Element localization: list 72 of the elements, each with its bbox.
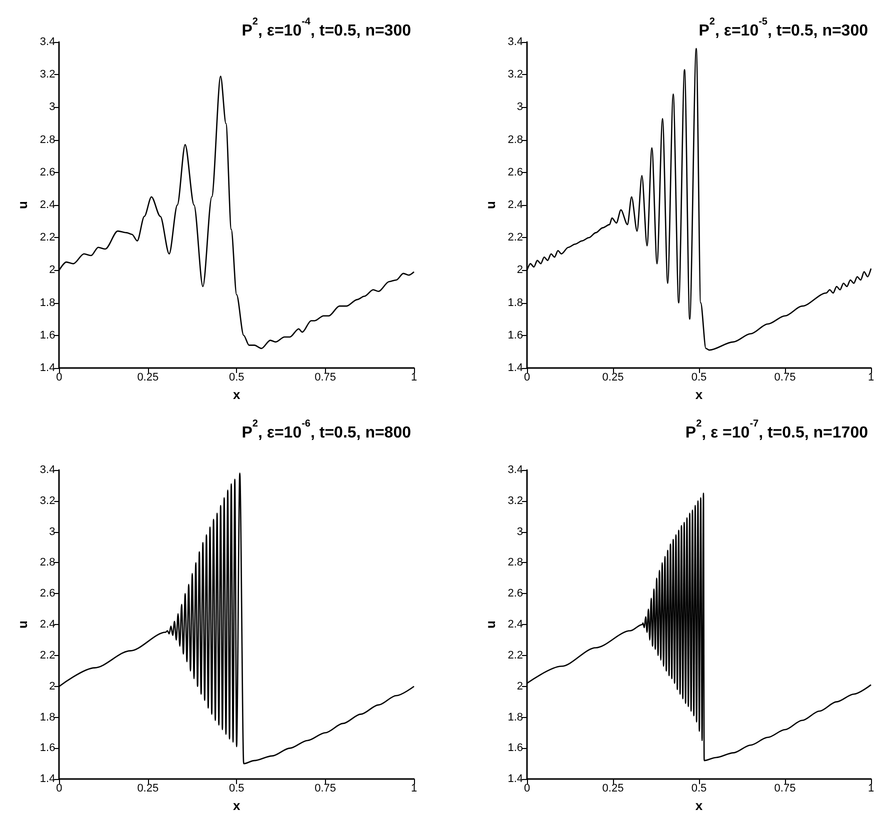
y-tick-label: 1.6	[508, 742, 523, 754]
x-tick-label: 0.25	[137, 372, 159, 384]
x-tick-label: 0.75	[314, 372, 336, 384]
x-tick-label: 0.5	[228, 782, 244, 795]
y-tick-label: 2.2	[40, 649, 56, 662]
y-tick-label: 3.4	[40, 464, 56, 476]
y-axis-title: u	[482, 620, 498, 629]
y-tick-label: 1.6	[508, 329, 523, 342]
x-tick-label: 0.75	[314, 782, 336, 795]
y-tick-label: 3.4	[508, 36, 523, 48]
y-tick-label: 2.8	[508, 556, 523, 569]
y-tick-label: 1.8	[40, 296, 56, 309]
y-tick-label: 2.4	[508, 618, 523, 631]
y-tick-label: 2.4	[40, 618, 56, 631]
y-tick-label: 3	[516, 526, 523, 538]
x-axis-title: x	[232, 798, 241, 813]
y-tick-label: 2.8	[508, 134, 523, 146]
x-tick-label: 0	[56, 782, 62, 795]
y-tick-label: 1.4	[508, 773, 523, 786]
y-tick-label: 2.6	[40, 166, 56, 178]
x-tick-label: 0.75	[774, 782, 796, 795]
x-tick-label: 0.5	[228, 372, 244, 384]
y-tick-label: 2.2	[40, 232, 56, 244]
x-tick-label: 0.5	[691, 782, 707, 795]
x-tick-label: 0	[524, 372, 530, 384]
x-tick-label: 1	[868, 372, 874, 384]
y-axis-title: u	[15, 200, 30, 209]
y-tick-label: 2.2	[508, 649, 523, 662]
y-tick-label: 1.8	[508, 711, 523, 724]
x-axis-title: x	[695, 386, 704, 402]
y-tick-label: 3.2	[508, 68, 523, 81]
y-tick-label: 3.2	[40, 68, 56, 81]
y-tick-label: 3	[516, 101, 523, 114]
y-tick-label: 3.4	[40, 36, 56, 48]
y-tick-label: 1.4	[40, 773, 56, 786]
y-tick-label: 1.8	[508, 296, 523, 309]
y-tick-label: 1.4	[508, 362, 523, 374]
y-tick-label: 3.2	[508, 494, 523, 507]
y-tick-label: 1.8	[40, 711, 56, 724]
y-tick-label: 2	[49, 680, 56, 692]
x-tick-label: 0.75	[774, 372, 796, 384]
y-tick-label: 2.2	[508, 232, 523, 244]
x-tick-label: 1	[410, 372, 418, 384]
y-tick-label: 2.6	[508, 588, 523, 600]
x-tick-label: 1	[410, 782, 418, 795]
y-tick-label: 2.6	[40, 588, 56, 600]
y-tick-label: 2.8	[40, 134, 56, 146]
y-tick-label: 1.6	[40, 742, 56, 754]
y-tick-label: 2.4	[508, 199, 523, 211]
x-tick-label: 0.25	[602, 782, 624, 795]
y-tick-label: 1.6	[40, 329, 56, 342]
x-axis-title: x	[232, 386, 241, 402]
y-tick-label: 2	[49, 264, 56, 276]
y-tick-label: 2.6	[508, 166, 523, 178]
y-tick-label: 2.4	[40, 199, 56, 211]
y-tick-label: 3	[49, 526, 56, 538]
y-tick-label: 2	[516, 680, 523, 692]
y-axis-title: u	[15, 620, 30, 629]
x-tick-label: 0.25	[137, 782, 159, 795]
y-tick-label: 1.4	[40, 362, 56, 374]
x-axis-title: x	[695, 798, 704, 813]
y-tick-label: 3.2	[40, 494, 56, 507]
y-tick-label: 3	[49, 101, 56, 114]
y-tick-label: 2.8	[40, 556, 56, 569]
y-tick-label: 2	[516, 264, 523, 276]
x-tick-label: 0.5	[691, 372, 707, 384]
x-tick-label: 0.25	[602, 372, 624, 384]
y-tick-label: 3.4	[508, 464, 523, 476]
y-axis-title: u	[482, 200, 498, 209]
x-tick-label: 1	[868, 782, 874, 795]
x-tick-label: 0	[56, 372, 62, 384]
x-tick-label: 0	[524, 782, 530, 795]
